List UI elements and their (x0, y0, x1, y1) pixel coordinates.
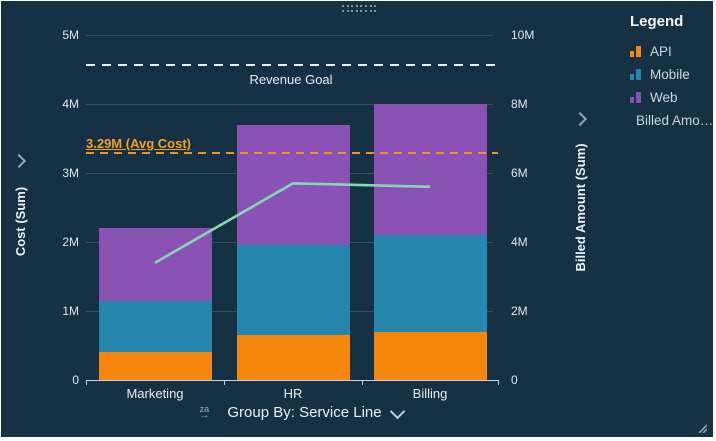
left-axis-tick-label: 2M (62, 235, 79, 249)
legend-item-label: Mobile (650, 67, 690, 82)
bar-segment-web-billing[interactable] (373, 104, 487, 236)
bar-segment-web-marketing[interactable] (98, 228, 212, 301)
legend-title: Legend (630, 13, 684, 30)
left-axis-title: Cost (Sum) (13, 186, 28, 257)
drag-dot (346, 5, 349, 7)
right-axis-tick-label: 6M (511, 166, 528, 180)
drag-dot (374, 5, 377, 7)
drag-dot (364, 9, 367, 12)
legend-bars-icon (630, 69, 644, 80)
resize-handle-icon[interactable] (695, 421, 707, 433)
legend-item-label: API (650, 44, 672, 59)
right-axis-tick-label: 2M (511, 304, 528, 318)
left-axis-tick-label: 0 (72, 373, 79, 387)
drag-dot (369, 9, 372, 12)
bar-segment-api-marketing[interactable] (98, 352, 212, 380)
x-axis-tick (362, 380, 363, 385)
right-axis-title: Billed Amount (Sum) (573, 143, 588, 272)
drag-dot (342, 9, 344, 12)
legend-item-billedamo[interactable]: Billed Amo… (616, 109, 714, 132)
right-axis-tick-label: 8M (511, 97, 528, 111)
legend-item-mobile[interactable]: Mobile (616, 63, 712, 86)
gridline (86, 35, 493, 36)
drag-dot (355, 5, 358, 7)
bar-segment-mobile-marketing[interactable] (98, 300, 212, 353)
left-axis-collapse-chevron-icon[interactable] (11, 153, 27, 169)
left-axis-tick-label: 4M (62, 97, 79, 111)
x-axis-tick (224, 380, 225, 385)
x-axis-category-label: Billing (412, 386, 448, 401)
drag-dot (364, 5, 367, 7)
group-by-label: Group By: Service Line (227, 404, 382, 421)
chevron-down-icon (389, 403, 405, 419)
legend-item-label: Web (650, 90, 678, 105)
legend-bars-icon (630, 46, 644, 57)
legend-item-web[interactable]: Web (616, 86, 712, 109)
drag-handle-icon[interactable] (342, 5, 380, 14)
legend-item-api[interactable]: API (616, 40, 712, 63)
x-axis-category-label: HR (283, 386, 303, 401)
drag-dot (346, 9, 349, 12)
reference-line-label: Revenue Goal (249, 71, 333, 87)
left-axis-tick-label: 5M (62, 28, 79, 42)
right-axis-tick-label: 4M (511, 235, 528, 249)
sort-arrow-icon: → (199, 410, 210, 421)
gridline (86, 104, 493, 105)
bar-segment-api-billing[interactable] (373, 331, 487, 380)
right-axis-tick-label: 0 (511, 373, 518, 387)
right-axis-collapse-chevron-icon[interactable] (572, 111, 588, 127)
drag-dot (355, 9, 358, 12)
sort-icon-text: za (199, 404, 210, 414)
left-axis-tick-label: 3M (62, 166, 79, 180)
drag-dot (369, 5, 372, 7)
drag-dot (351, 5, 354, 7)
bar-segment-api-hr[interactable] (236, 335, 350, 380)
drag-dot (342, 5, 344, 7)
drag-dot (351, 9, 354, 12)
bar-segment-mobile-hr[interactable] (236, 245, 350, 336)
reference-line-label: 3.29M (Avg Cost) (86, 135, 191, 151)
drag-dot (360, 9, 363, 12)
bar-segment-mobile-billing[interactable] (373, 235, 487, 332)
bar-segment-web-hr[interactable] (236, 124, 350, 246)
x-axis-line (86, 380, 498, 381)
group-by-control[interactable]: za → Group By: Service Line (1, 403, 601, 421)
left-axis-tick-label: 1M (62, 304, 79, 318)
x-axis-category-label: Marketing (126, 386, 184, 401)
drag-dot (360, 5, 363, 7)
x-axis-tick (86, 380, 87, 385)
legend-bars-icon (630, 92, 644, 103)
right-axis-tick-label: 10M (511, 28, 535, 42)
reference-line-white (86, 63, 498, 66)
x-axis-tick (498, 380, 499, 385)
sort-icon[interactable]: za → (199, 404, 210, 421)
drag-dot (374, 9, 377, 12)
legend-panel: Legend API Mobile Web Billed Amo… (616, 9, 714, 132)
reference-line-orange (86, 151, 498, 154)
legend-item-label: Billed Amo… (636, 113, 714, 128)
